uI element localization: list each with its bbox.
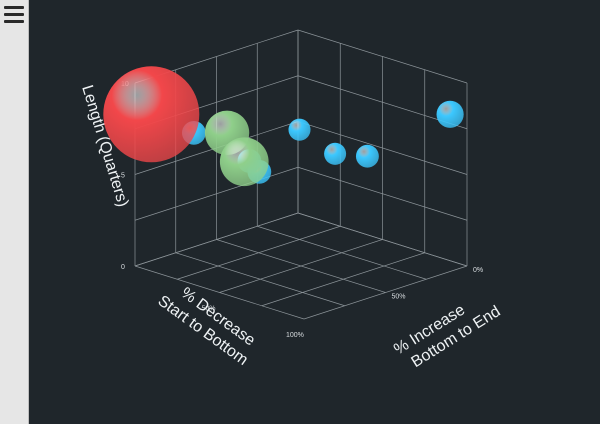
bubble-point-series-0[interactable] <box>436 100 464 128</box>
bubble-point-series-2[interactable] <box>103 66 200 163</box>
bubble-point-series-0[interactable] <box>288 118 311 141</box>
floor-grid-line-z <box>219 239 383 293</box>
menu-bar-middle <box>4 13 24 16</box>
bubble-point-series-0[interactable] <box>324 142 347 165</box>
hamburger-menu-icon[interactable] <box>4 6 24 24</box>
z-tick-label: 50% <box>392 294 406 301</box>
chart-area[interactable]: 051050%100%0%50%Length (Quarters)% Decre… <box>30 0 600 424</box>
right-wall-horizontal-grid-line <box>297 166 468 221</box>
menu-bar-bottom <box>4 20 24 23</box>
y-tick-label: 5 <box>121 173 125 180</box>
y-tick-label: 0 <box>121 264 125 271</box>
sidebar <box>0 0 29 424</box>
z-tick-label: 0% <box>473 267 483 274</box>
floor-grid-line-x <box>134 265 305 320</box>
bubble-chart-3d[interactable]: 051050%100%0%50%Length (Quarters)% Decre… <box>30 0 600 424</box>
left-wall-horizontal-grid-line <box>134 166 299 221</box>
bubble-layer <box>103 66 464 187</box>
bubble-point-series-1[interactable] <box>219 137 269 187</box>
floor-grid-line-x <box>175 252 345 307</box>
right-wall-horizontal-grid-line <box>297 29 468 84</box>
right-wall-horizontal-grid-line <box>297 121 468 175</box>
bubble-point-series-0[interactable] <box>355 144 379 168</box>
menu-bar-top <box>4 6 24 9</box>
x-tick-label: 50% <box>202 306 216 313</box>
x-tick-label: 100% <box>286 332 304 339</box>
floor-grid-line-z <box>261 252 425 307</box>
floor-grid-line-z <box>303 265 468 320</box>
grid-layer <box>134 29 468 320</box>
